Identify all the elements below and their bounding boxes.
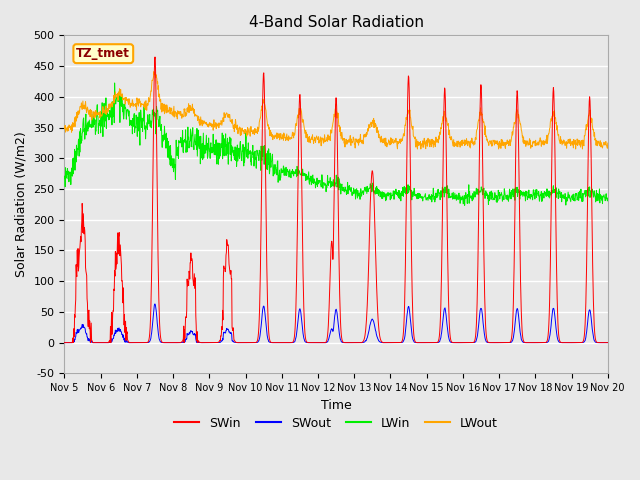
Y-axis label: Solar Radiation (W/m2): Solar Radiation (W/m2) xyxy=(15,132,28,277)
SWin xyxy=(151,54,159,60)
LWin xyxy=(420,193,428,199)
LWin xyxy=(61,176,68,181)
LWout xyxy=(421,139,429,145)
LWout xyxy=(540,142,548,148)
Line: SWout: SWout xyxy=(65,304,608,343)
SWin xyxy=(540,340,547,346)
SWout xyxy=(420,340,428,346)
Legend: SWin, SWout, LWin, LWout: SWin, SWout, LWin, LWout xyxy=(169,412,503,435)
LWout xyxy=(243,128,250,134)
LWin xyxy=(182,127,189,132)
LWout xyxy=(168,109,176,115)
Line: SWin: SWin xyxy=(65,57,608,343)
SWout xyxy=(604,340,612,346)
SWout xyxy=(182,336,189,342)
LWout xyxy=(182,110,189,116)
LWout xyxy=(413,146,421,152)
SWin xyxy=(492,340,499,346)
SWin xyxy=(243,340,250,346)
LWout xyxy=(492,140,500,146)
SWin xyxy=(168,340,176,346)
LWin xyxy=(111,80,118,86)
LWin xyxy=(243,148,250,154)
SWin xyxy=(604,340,612,346)
LWout xyxy=(61,125,68,131)
SWout xyxy=(61,340,68,346)
LWout xyxy=(150,69,157,74)
Text: TZ_tmet: TZ_tmet xyxy=(76,47,130,60)
LWin xyxy=(540,195,548,201)
LWin xyxy=(492,195,500,201)
LWout xyxy=(604,140,612,146)
LWin xyxy=(604,195,612,201)
SWout xyxy=(243,340,250,346)
LWin xyxy=(168,165,176,170)
SWin xyxy=(182,314,189,320)
SWin xyxy=(61,340,68,346)
Line: LWin: LWin xyxy=(65,83,608,205)
SWout xyxy=(492,340,499,346)
Line: LWout: LWout xyxy=(65,72,608,149)
SWin xyxy=(420,340,428,346)
SWout xyxy=(168,340,176,346)
LWin xyxy=(461,203,468,208)
X-axis label: Time: Time xyxy=(321,398,351,412)
SWout xyxy=(151,301,159,307)
Title: 4-Band Solar Radiation: 4-Band Solar Radiation xyxy=(248,15,424,30)
SWout xyxy=(540,340,547,346)
